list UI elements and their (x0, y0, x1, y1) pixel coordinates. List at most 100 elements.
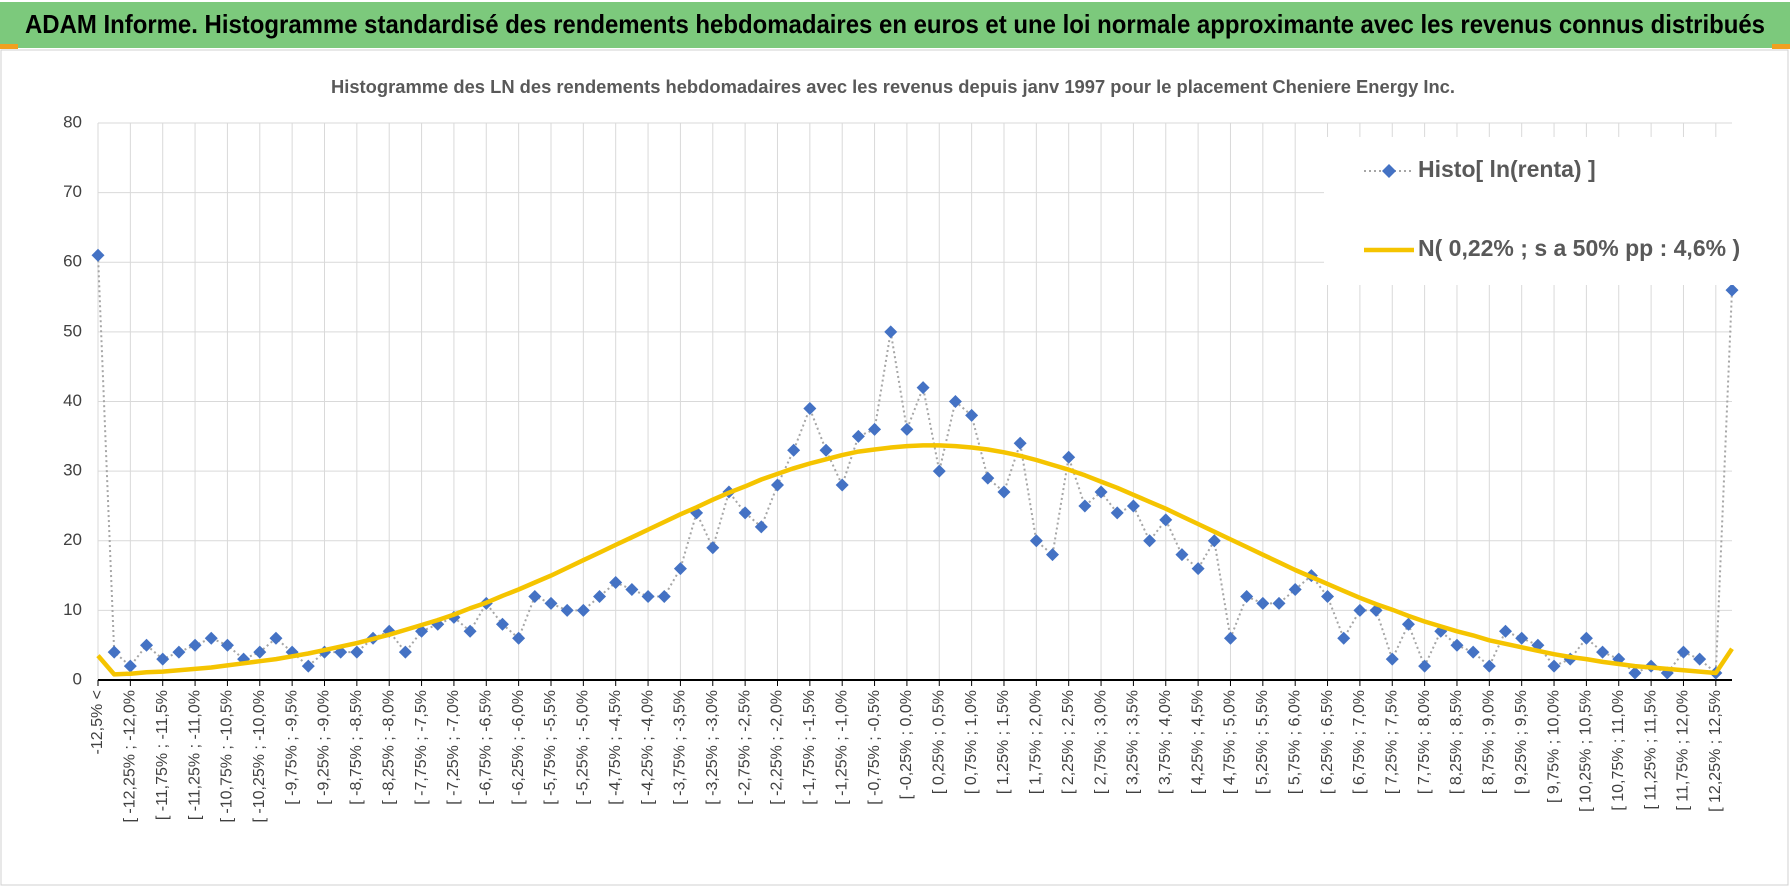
data-point (140, 638, 154, 652)
data-point (593, 589, 607, 603)
y-tick-label: 60 (63, 252, 82, 271)
x-tick-label: [ -3,25% ; -3,0% (704, 690, 721, 805)
y-tick-label: 10 (63, 600, 82, 619)
data-point (1046, 548, 1060, 562)
data-point (1628, 666, 1642, 680)
data-point (528, 589, 542, 603)
x-tick-label: [ -0,75% ; -0,5% (866, 690, 883, 805)
data-point (1450, 638, 1464, 652)
x-tick-label: [ -8,25% ; -8,0% (380, 690, 397, 805)
data-point (495, 617, 509, 631)
data-point (1256, 596, 1270, 610)
x-tick-label: [ -1,75% ; -1,5% (801, 690, 818, 805)
data-point (641, 589, 655, 603)
data-point (1547, 659, 1561, 673)
data-point (1321, 589, 1335, 603)
data-point (1288, 582, 1302, 596)
data-point (1693, 652, 1707, 666)
x-tick-label: [ -4,75% ; -4,5% (607, 690, 624, 805)
data-point (1094, 485, 1108, 499)
data-point (1159, 513, 1173, 527)
data-point (1515, 631, 1529, 645)
x-tick-label: [ -12,25% ; -12,0% (122, 690, 139, 823)
data-point (1676, 645, 1690, 659)
legend: Histo[ ln(renta) ] N( 0,22% ; s a 50% pp … (1324, 137, 1740, 285)
data-point (123, 659, 137, 673)
data-point (657, 589, 671, 603)
data-point (690, 506, 704, 520)
x-tick-label: [ -6,75% ; -6,5% (477, 690, 494, 805)
data-point (1272, 596, 1286, 610)
data-point (1013, 436, 1027, 450)
series-line (96, 443, 1734, 677)
data-point (172, 645, 186, 659)
x-tick-label: [ 6,25% ; 6,5% (1319, 690, 1336, 794)
plot (91, 248, 1739, 680)
data-point (1240, 589, 1254, 603)
data-point (819, 443, 833, 457)
data-point (981, 471, 995, 485)
data-point (301, 659, 315, 673)
x-tick-label: [ -1,25% ; -1,0% (833, 690, 850, 805)
data-point (916, 381, 930, 395)
data-point (868, 422, 882, 436)
x-tick-label: [ 1,75% ; 2,0% (1028, 690, 1045, 794)
x-tick-label: [ 7,25% ; 7,5% (1383, 690, 1400, 794)
x-tick-label: [ -4,25% ; -4,0% (639, 690, 656, 805)
x-tick-label: [ 9,75% ; 10,0% (1545, 690, 1562, 803)
data-point (754, 520, 768, 534)
data-point (560, 603, 574, 617)
data-point (220, 638, 234, 652)
data-point (884, 325, 898, 339)
chart-title: Histogramme des LN des rendements hebdom… (331, 77, 1455, 97)
data-point (1337, 631, 1351, 645)
data-point (398, 645, 412, 659)
data-point (706, 541, 720, 555)
y-tick-label: 40 (63, 391, 82, 410)
x-tick-label: [ -11,75% ; -11,5% (154, 690, 171, 820)
y-tick-label: 0 (73, 669, 82, 688)
x-tick-label: [ 2,75% ; 3,0% (1092, 690, 1109, 794)
data-point (188, 638, 202, 652)
data-point (932, 464, 946, 478)
x-tick-label: [ 9,25% ; 9,5% (1513, 690, 1530, 794)
x-tick-label: [ -9,75% ; -9,5% (283, 690, 300, 805)
x-tick-label: [ -5,75% ; -5,5% (542, 690, 559, 805)
corner (0, 44, 18, 49)
data-point (1078, 499, 1092, 513)
data-point (156, 652, 170, 666)
x-tick-label: [ -8,75% ; -8,5% (348, 690, 365, 805)
data-point (576, 603, 590, 617)
x-tick-label: [ 1,25% ; 1,5% (995, 690, 1012, 794)
data-point (1029, 534, 1043, 548)
header-bar (0, 2, 1790, 48)
data-point (738, 506, 752, 520)
y-tick-label: 30 (63, 461, 82, 480)
x-tick-label: [ -10,75% ; -10,5% (219, 690, 236, 823)
data-point (1191, 562, 1205, 576)
data-point (787, 443, 801, 457)
data-point (997, 485, 1011, 499)
data-point (204, 631, 218, 645)
data-point (350, 645, 364, 659)
x-tick-label: [ 5,75% ; 6,0% (1286, 690, 1303, 794)
data-point (253, 645, 267, 659)
data-point (1143, 534, 1157, 548)
data-point (625, 582, 639, 596)
x-tick-label: [ -10,25% ; -10,0% (251, 690, 268, 823)
x-tick-label: [ 0,75% ; 1,0% (963, 690, 980, 794)
y-tick-label: 50 (63, 321, 82, 340)
header-title: ADAM Informe. Histogramme standardisé de… (25, 9, 1765, 39)
corner (1772, 44, 1790, 49)
x-tick-label: [ 8,75% ; 9,0% (1481, 690, 1498, 794)
data-point (91, 248, 105, 262)
x-tick-label: [ -9,25% ; -9,0% (316, 690, 333, 805)
x-tick-label: [ 12,25% ; 12,5% (1707, 690, 1724, 812)
data-point (948, 395, 962, 408)
x-tick-label: [ 2,25% ; 2,5% (1060, 690, 1077, 794)
data-point (107, 645, 121, 659)
x-tick-label: [ 11,25% ; 11,5% (1642, 690, 1659, 809)
data-point (544, 596, 558, 610)
data-point (1353, 603, 1367, 617)
